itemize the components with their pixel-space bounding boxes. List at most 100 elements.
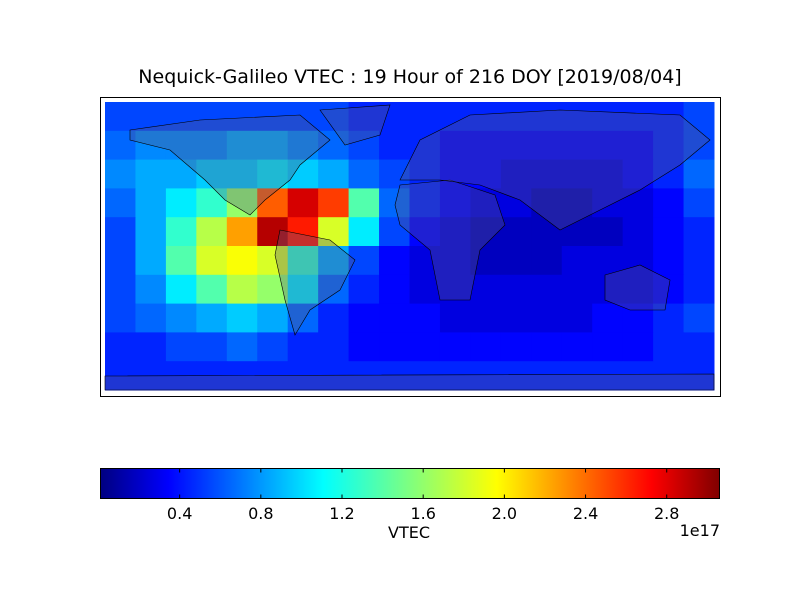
heat-cell <box>500 159 532 189</box>
heat-cell <box>348 332 380 362</box>
heat-cell <box>196 130 228 161</box>
heat-cell <box>257 130 289 161</box>
heat-cell <box>196 332 228 362</box>
heat-cell <box>135 188 167 218</box>
heat-cell <box>287 159 319 189</box>
heat-cell <box>409 102 441 132</box>
heat-cell <box>257 188 289 218</box>
heat-cell <box>561 217 593 247</box>
colorbar-tick-label: 1.2 <box>329 504 354 523</box>
heat-cell <box>196 246 228 276</box>
map-frame <box>100 97 721 397</box>
heat-cell <box>287 361 319 391</box>
heat-cell <box>348 361 380 391</box>
chart-title: Nequick-Galileo VTEC : 19 Hour of 216 DO… <box>138 66 681 88</box>
heat-cell <box>105 188 136 218</box>
heat-cell <box>318 303 350 333</box>
heat-cell <box>500 102 532 132</box>
heat-cell <box>379 361 410 391</box>
heat-cell <box>226 130 258 161</box>
heatmap <box>105 102 715 391</box>
heat-cell <box>105 332 136 362</box>
heat-cell <box>226 274 258 305</box>
heat-cell <box>531 361 563 391</box>
heat-cell <box>287 217 319 247</box>
heat-cell <box>561 188 593 218</box>
heat-cell <box>196 274 228 305</box>
heat-cell <box>226 246 258 276</box>
heat-cell <box>409 246 441 276</box>
heat-cell <box>653 159 685 189</box>
heat-cell <box>439 188 471 218</box>
heat-cell <box>379 246 410 276</box>
heat-cell <box>683 188 715 218</box>
heat-cell <box>531 159 563 189</box>
heat-cell <box>105 217 136 247</box>
heat-cell <box>379 217 410 247</box>
heat-cell <box>531 130 563 161</box>
heat-cell <box>653 188 685 218</box>
heat-cell <box>470 274 502 305</box>
heat-cell <box>287 130 319 161</box>
heat-cell <box>348 303 380 333</box>
heat-cell <box>653 303 685 333</box>
heat-cell <box>500 130 532 161</box>
heat-cell <box>165 130 197 161</box>
heat-cell <box>409 130 441 161</box>
heat-cell <box>592 159 624 189</box>
heat-cell <box>592 102 624 132</box>
heat-cell <box>348 246 380 276</box>
heat-cell <box>470 159 502 189</box>
heat-cell <box>379 130 410 161</box>
heat-cell <box>531 188 563 218</box>
heat-cell <box>531 274 563 305</box>
heat-cell <box>470 246 502 276</box>
heat-cell <box>470 303 502 333</box>
heat-cell <box>196 102 228 132</box>
heat-cell <box>105 159 136 189</box>
heat-cell <box>653 361 685 391</box>
heat-cell <box>592 361 624 391</box>
colorbar-tick-label: 0.4 <box>167 504 192 523</box>
heat-cell <box>318 332 350 362</box>
heat-cell <box>257 332 289 362</box>
heat-cell <box>135 102 167 132</box>
heat-cell <box>135 332 167 362</box>
heat-cell <box>439 361 471 391</box>
heat-cell <box>196 217 228 247</box>
heat-cell <box>561 130 593 161</box>
heat-cell <box>653 217 685 247</box>
heat-cell <box>379 274 410 305</box>
heat-cell <box>500 303 532 333</box>
heat-cell <box>165 102 197 132</box>
heat-cell <box>561 332 593 362</box>
heat-cell <box>439 159 471 189</box>
heat-cell <box>409 217 441 247</box>
heat-cell <box>683 246 715 276</box>
heat-cell <box>409 303 441 333</box>
heat-cell <box>257 159 289 189</box>
heat-cell <box>592 188 624 218</box>
heat-cell <box>165 246 197 276</box>
heat-cell <box>165 303 197 333</box>
colorbar-label: VTEC <box>388 523 430 542</box>
heat-cell <box>622 332 654 362</box>
heat-cell <box>470 188 502 218</box>
heat-cell <box>439 130 471 161</box>
heat-cell <box>379 332 410 362</box>
heat-cell <box>257 303 289 333</box>
heat-cell <box>409 274 441 305</box>
heat-cell <box>531 102 563 132</box>
heat-cell <box>409 188 441 218</box>
heat-cell <box>470 361 502 391</box>
coastlines <box>104 104 715 391</box>
heat-cell <box>287 274 319 305</box>
heat-cell <box>257 274 289 305</box>
heat-cell <box>226 332 258 362</box>
heat-cell <box>531 246 563 276</box>
heat-cell <box>135 246 167 276</box>
heat-cell <box>653 102 685 132</box>
heat-cell <box>318 361 350 391</box>
heat-cell <box>683 332 715 362</box>
heat-cell <box>165 274 197 305</box>
